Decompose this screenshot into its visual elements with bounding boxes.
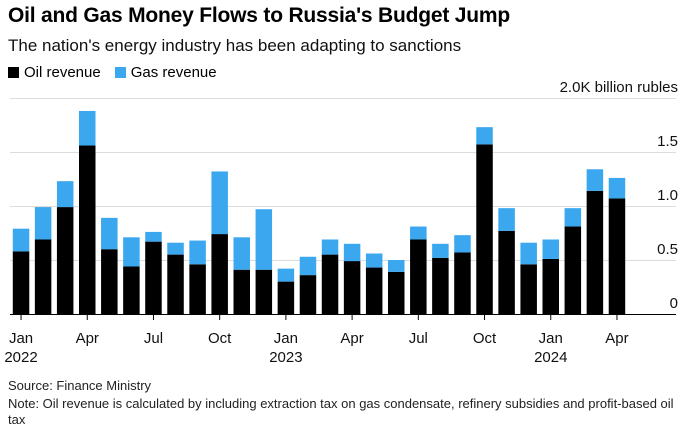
y-tick-label: 1.0 [657,187,678,204]
bar-gas [101,217,118,250]
bar-oil [388,271,405,314]
bar-oil [101,249,118,314]
bar-oil [211,234,228,314]
bar-gas [608,177,626,199]
bar-oil [608,198,626,314]
bar-gas [299,256,317,276]
bar-oil [189,264,206,314]
bar-oil [277,281,295,314]
bar-oil [454,252,471,314]
x-tick-label: Apr [605,330,628,347]
bar-gas [277,268,295,282]
x-tick-label: Oct [208,330,232,347]
y-tick-label: 0 [670,295,678,312]
bar-oil [321,254,339,314]
bar-oil [564,226,582,314]
x-tick-label: Jul [144,330,163,347]
bar-oil [12,251,30,314]
y-tick-label: 0.5 [657,241,678,258]
bar-oil [299,275,317,314]
bar-oil [255,269,273,314]
bar-gas [520,242,537,265]
bar-oil [123,266,140,314]
x-tick-label: Jul [409,330,428,347]
bar-oil [343,261,361,314]
x-tick-label: Oct [473,330,497,347]
bar-gas [498,208,515,231]
bar-oil [79,145,96,314]
x-tick-year-label: 2024 [534,349,567,366]
bar-gas [388,260,405,272]
bar-gas [365,253,383,268]
x-tick-label: Jan [539,330,563,347]
bar-gas [145,231,162,242]
bar-oil [365,267,383,314]
y-tick-label: 2.0K billion rubles [560,79,678,96]
bar-gas [255,209,273,270]
bar-gas [476,127,493,145]
bar-oil [145,241,162,314]
bar-oil [432,257,449,314]
source-note: Source: Finance Ministry [8,378,152,393]
bar-oil [586,190,604,314]
bar-gas [321,239,339,255]
bar-gas [454,235,471,253]
bar-oil [167,254,184,314]
x-tick-label: Apr [76,330,99,347]
bar-oil [520,264,537,314]
x-tick-year-label: 2022 [4,349,37,366]
bar-oil [233,269,250,314]
legend-item-oil: Oil revenue [8,64,101,81]
bar-oil [34,239,52,314]
bar-gas [432,243,449,258]
footnote: Note: Oil revenue is calculated by inclu… [8,396,674,427]
legend-swatch-gas [114,67,126,78]
bar-oil [410,239,427,314]
legend: Oil revenue Gas revenue [8,64,217,81]
bar-oil [56,207,74,314]
bar-gas [410,226,427,240]
x-tick-label: Jan [274,330,298,347]
legend-label-gas: Gas revenue [130,64,217,81]
legend-swatch-oil [8,67,19,78]
legend-label-oil: Oil revenue [24,64,101,81]
bar-gas [586,169,604,191]
bar-gas [56,181,74,208]
bar-gas [167,242,184,255]
chart-subtitle: The nation's energy industry has been ad… [8,36,462,55]
bar-gas [564,208,582,227]
legend-item-gas: Gas revenue [114,64,217,81]
bar-gas [211,171,228,235]
bar-oil [476,144,493,314]
bar-gas [542,239,559,259]
bar-oil [498,230,515,314]
bar-gas [123,237,140,267]
x-tick-year-label: 2023 [269,349,302,366]
bar-gas [343,243,361,262]
bar-gas [79,110,96,146]
y-tick-label: 1.5 [657,133,678,150]
x-tick-label: Apr [340,330,363,347]
bar-gas [12,228,30,252]
bar-gas [189,240,206,265]
bar-gas [34,207,52,240]
x-tick-label: Jan [9,330,33,347]
bar-oil [542,258,559,314]
chart-title: Oil and Gas Money Flows to Russia's Budg… [8,4,511,27]
bar-gas [233,237,250,270]
